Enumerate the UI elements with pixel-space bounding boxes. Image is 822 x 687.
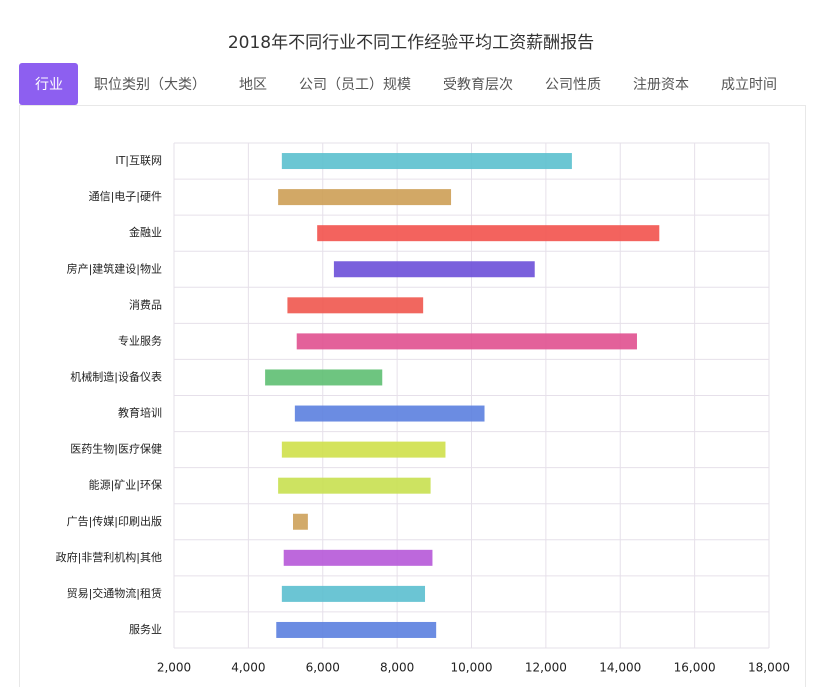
x-tick-label: 14,000 [599, 661, 641, 675]
range-bar [278, 189, 452, 206]
y-tick-label: 机械制造|设备仪表 [70, 369, 162, 383]
x-tick-label: 12,000 [525, 661, 567, 675]
tab[interactable]: 职位类别（大类） [94, 77, 206, 93]
x-tick-label: 2,000 [157, 661, 191, 675]
tab[interactable]: 成立时间 [721, 77, 777, 93]
range-bar [317, 225, 660, 242]
x-tick-label: 18,000 [748, 661, 790, 675]
range-bar [293, 513, 308, 530]
x-tick-label: 10,000 [451, 661, 493, 675]
y-tick-label: 医药生物|医疗保健 [70, 442, 162, 456]
range-bar [278, 477, 431, 494]
tab[interactable]: 行业 [35, 77, 63, 93]
range-bar [294, 405, 485, 422]
tab[interactable]: 公司性质 [545, 77, 601, 93]
y-tick-label: 广告|传媒|印刷出版 [67, 514, 162, 528]
x-tick-label: 8,000 [380, 661, 414, 675]
tab[interactable]: 公司（员工）规模 [299, 77, 411, 93]
range-bar [333, 261, 535, 278]
chart-frame [19, 105, 806, 687]
range-bar [296, 333, 637, 350]
y-tick-label: 金融业 [129, 225, 162, 239]
y-tick-label: 教育培训 [118, 406, 162, 420]
y-tick-label: 通信|电子|硬件 [89, 190, 162, 203]
y-tick-label: 服务业 [129, 623, 162, 636]
range-bar [276, 621, 437, 638]
tab-active-bg [19, 63, 78, 105]
x-tick-label: 6,000 [306, 661, 340, 675]
tab[interactable]: 受教育层次 [443, 77, 513, 93]
range-bar [281, 441, 446, 458]
y-tick-label: 政府|非营利机构|其他 [56, 550, 162, 564]
y-tick-label: 消费品 [129, 297, 162, 311]
y-tick-label: 专业服务 [118, 333, 162, 347]
y-tick-label: 贸易|交通物流|租赁 [67, 586, 162, 600]
range-bar [287, 297, 424, 314]
range-bar [283, 549, 433, 566]
tab[interactable]: 注册资本 [633, 77, 689, 93]
y-tick-label: IT|互联网 [115, 154, 162, 167]
x-tick-label: 16,000 [674, 661, 716, 675]
y-tick-label: 房产|建筑建设|物业 [67, 261, 162, 275]
tab[interactable]: 地区 [239, 77, 267, 93]
range-bar [281, 153, 572, 170]
chart-title: 2018年不同行业不同工作经验平均工资薪酬报告 [228, 33, 594, 53]
y-tick-label: 能源|矿业|环保 [89, 478, 162, 492]
range-bar [281, 585, 426, 602]
x-tick-label: 4,000 [231, 661, 265, 675]
range-bar [265, 369, 383, 386]
